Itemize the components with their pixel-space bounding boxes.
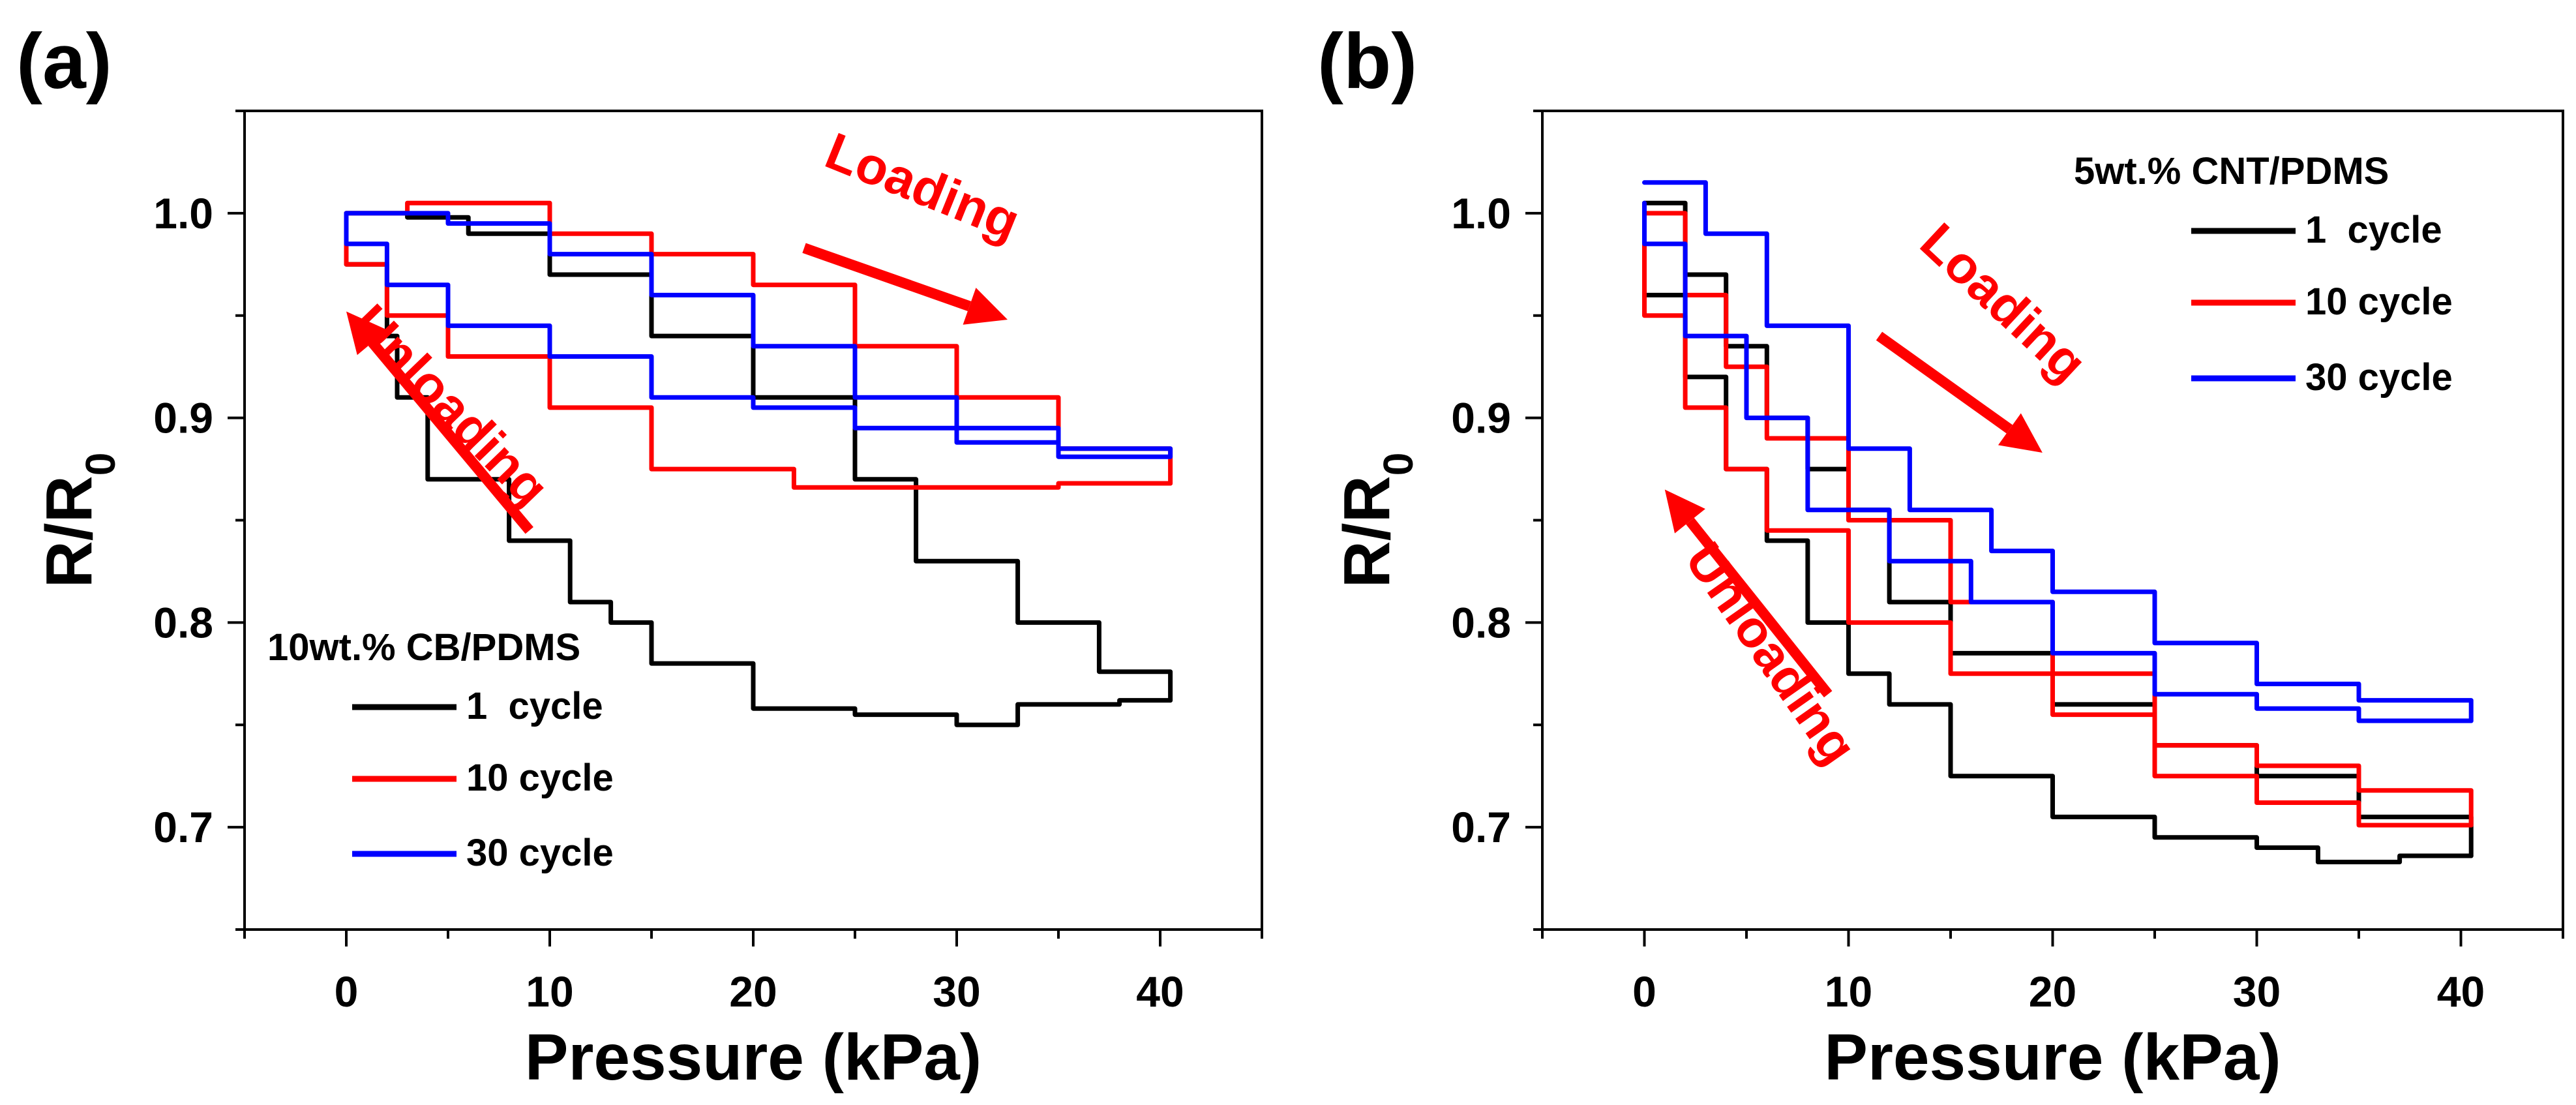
annotation-arrow-head: [346, 311, 387, 356]
y-axis-label-main: R/R: [33, 476, 106, 588]
y-tick-label: 0.8: [153, 598, 213, 646]
y-axis-label-main: R/R: [1330, 476, 1403, 588]
series-2-loading-line: [344, 211, 1173, 459]
legend-label-1: 10 cycle: [466, 757, 614, 799]
annotation-unloading: Unloading: [1675, 532, 1868, 774]
series-0-unloading-line: [344, 211, 1173, 727]
legend-label-0: 1 cycle: [466, 685, 603, 727]
series-2-unloading-line: [1642, 200, 2474, 723]
legend-title: 10wt.% CB/PDMS: [267, 626, 580, 669]
x-tick-label: 10: [1825, 967, 1872, 1016]
series-1-unloading-line: [1642, 241, 2474, 828]
legend-label-2: 30 cycle: [2305, 356, 2453, 399]
y-axis-label: R/R0: [1330, 453, 1422, 588]
series-1-loading-line: [1642, 211, 2474, 828]
x-tick-label: 20: [729, 967, 777, 1016]
annotation-loading: Loading: [1910, 212, 2097, 393]
annotation-arrow-head: [963, 288, 1008, 325]
annotation-arrow-head: [1664, 489, 1705, 534]
x-axis-label: Pressure (kPa): [1824, 1021, 2281, 1094]
x-tick-label: 30: [933, 967, 980, 1016]
x-axis-label: Pressure (kPa): [525, 1021, 981, 1094]
x-tick-label: 0: [335, 967, 359, 1016]
annotation-loading: Loading: [818, 121, 1028, 251]
x-tick-label: 30: [2233, 967, 2281, 1016]
annotation-arrow-head: [1998, 413, 2043, 453]
annotation-arrow-shaft: [368, 339, 533, 534]
plot-area: [344, 200, 1173, 727]
y-tick-label: 1.0: [1451, 189, 1511, 237]
y-tick-label: 0.7: [1451, 803, 1511, 851]
series-2-unloading-line: [344, 211, 1173, 459]
panel-b: (b) 0 10 20 30 40 0.7 0.8 0.9 1.0 Pressure (kPa) R/…: [1317, 18, 2564, 1094]
panel-a: (a) 0 10 20 30 40 0.7 0.8 0.9 1.0 Pressure (kPa) R/…: [16, 18, 1263, 1094]
legend-label-1: 10 cycle: [2305, 280, 2453, 323]
y-axis-label-subscript: 0: [77, 453, 124, 476]
y-tick-label: 0.9: [153, 394, 213, 442]
plot-area: [1642, 180, 2474, 864]
x-tick-label: 20: [2029, 967, 2076, 1016]
annotation-arrow-shaft: [1876, 331, 2013, 434]
y-tick-label: 0.8: [1451, 598, 1511, 646]
y-axis-label: R/R0: [33, 453, 124, 588]
y-tick-label: 0.9: [1451, 394, 1511, 442]
panel-label: (b): [1317, 18, 1417, 105]
annotation-arrow-shaft: [1686, 517, 1833, 698]
legend-label-2: 30 cycle: [466, 832, 614, 874]
series-2-loading-line: [1642, 180, 2474, 723]
x-tick-label: 40: [1136, 967, 1184, 1016]
x-tick-label: 0: [1632, 967, 1656, 1016]
axes-frame: [243, 110, 1263, 931]
series-1-unloading-line: [344, 211, 1173, 490]
annotation-arrow-shaft: [802, 243, 972, 311]
x-tick-label: 40: [2437, 967, 2485, 1016]
y-axis-label-subscript: 0: [1375, 453, 1422, 476]
legend-label-0: 1 cycle: [2305, 209, 2442, 251]
legend-title: 5wt.% CNT/PDMS: [2074, 150, 2389, 192]
x-tick-label: 10: [526, 967, 573, 1016]
panel-label: (a): [16, 18, 112, 105]
series-1-loading-line: [344, 200, 1173, 486]
y-tick-label: 0.7: [153, 803, 213, 851]
y-tick-label: 1.0: [153, 189, 213, 237]
